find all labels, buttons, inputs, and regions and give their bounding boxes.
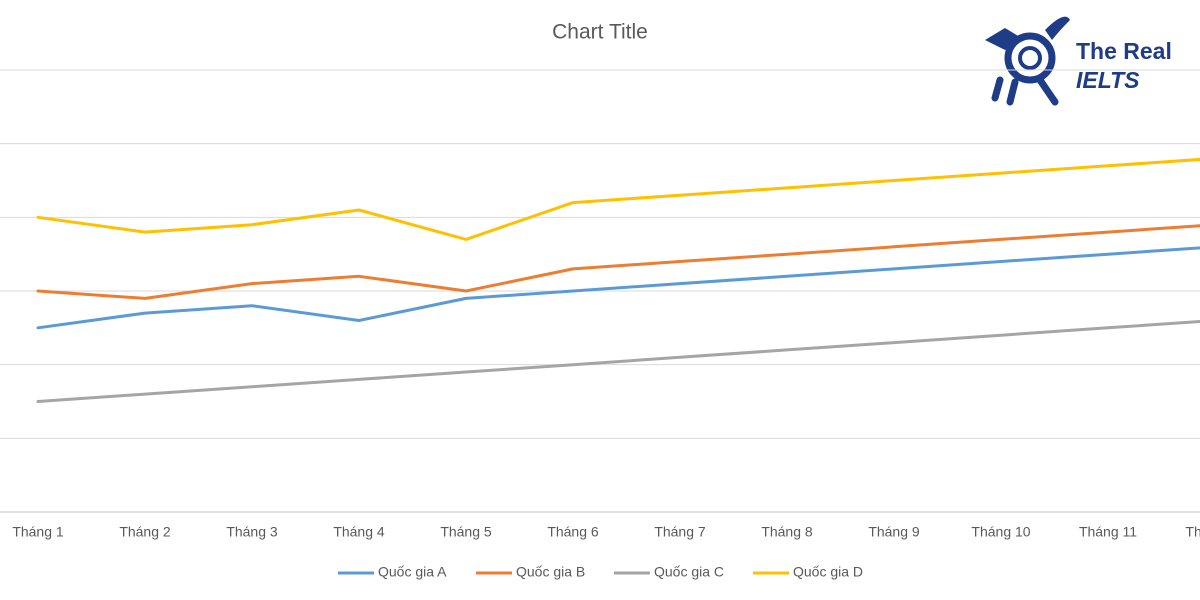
x-tick-label: Tháng 7 [654,524,706,540]
series-line [36,320,1200,403]
logo-text: IELTS [1076,67,1140,93]
x-tick-label: Tháng 11 [1079,524,1137,540]
x-tick-label: Tháng 10 [971,524,1030,540]
series-line [36,224,1200,300]
x-tick-label: Tháng 4 [333,524,385,540]
x-tick-label: Tháng 8 [761,524,813,540]
logo-icon [991,76,1059,106]
logo: The Real IELTS [985,16,1172,106]
logo-icon [985,28,1025,50]
chart-title: Chart Title [552,21,648,44]
legend-label: Quốc gia D [793,564,863,580]
series-line [36,157,1200,241]
logo-text: The Real [1076,38,1172,64]
x-tick-label: Tháng 2 [119,524,171,540]
legend-label: Quốc gia C [654,564,724,580]
logo-icon [1018,46,1042,70]
series-line [36,246,1200,330]
logo-icon [1045,16,1070,40]
x-tick-label: Tháng 6 [547,524,599,540]
legend-label: Quốc gia A [378,564,447,580]
x-tick-label: Tháng 12 [1185,524,1200,540]
legend-label: Quốc gia B [516,564,585,580]
logo-icon [1004,32,1056,84]
x-tick-label: Tháng 9 [868,524,920,540]
x-tick-label: Tháng 1 [12,524,64,540]
x-tick-label: Tháng 3 [226,524,278,540]
x-tick-label: Tháng 5 [440,524,492,540]
